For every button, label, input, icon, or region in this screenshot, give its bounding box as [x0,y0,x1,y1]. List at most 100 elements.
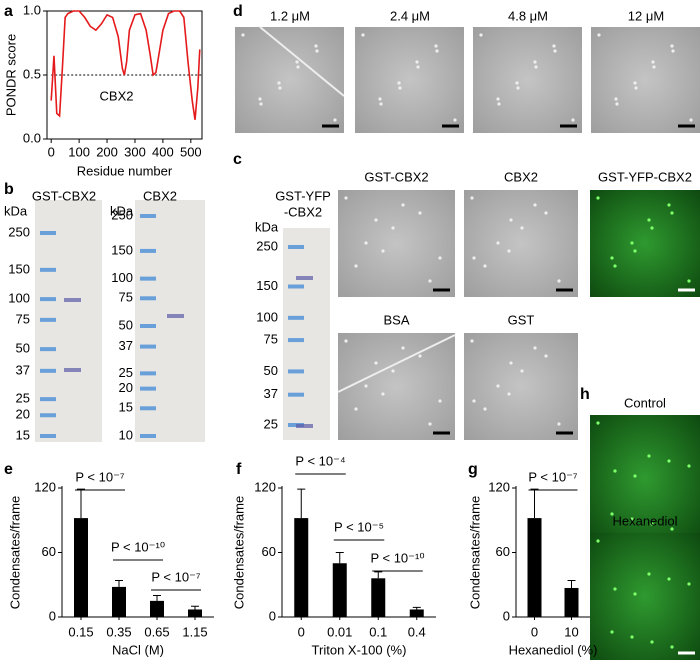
bar [527,518,542,617]
x-tick-label: 500 [180,144,202,159]
droplet [630,635,634,639]
error-bar [335,552,344,564]
y-tick-label: 120 [488,479,510,494]
error-bar [153,595,161,601]
droplet [557,422,561,426]
y-axis-label: Condensates/frame [231,496,246,609]
marker-label: 20 [119,380,133,395]
droplet [667,203,671,207]
panel-label: f [236,461,242,478]
droplet [496,97,500,101]
droplet [277,81,281,85]
ladder-band [288,315,304,320]
marker-label: 25 [119,365,133,380]
droplet [374,218,378,222]
sample-label: GST-YFP-CBX2 [598,169,692,184]
micrograph [590,190,700,297]
ladder-band [40,397,56,402]
droplet [650,226,654,230]
droplet [278,86,282,90]
droplet [415,60,419,64]
droplet [553,49,557,53]
x-tick-label: 0 [48,144,55,159]
droplet [258,97,262,101]
marker-label: 150 [256,278,278,293]
panel-label: c [233,151,242,168]
droplet [614,97,618,101]
protein-band [64,298,81,302]
ladder-band [40,317,56,322]
y-tick-label: 0.5 [23,66,41,81]
unit-label: kDa [110,203,134,218]
ladder-band [140,344,156,349]
p-value: P < 10⁻⁷ [75,469,125,484]
droplet [259,102,263,106]
droplet [470,196,474,200]
p-value: P < 10⁻⁴ [295,453,345,468]
gel-title: -CBX2 [284,204,322,219]
droplet [633,81,637,85]
x-tick-label: 200 [96,144,118,159]
droplet [428,279,432,283]
droplet [671,49,675,53]
ladder-band [40,434,56,438]
concentration-label: 2.4 μM [390,8,430,23]
error-bar [191,605,199,610]
error-bar [412,606,421,610]
droplet [416,65,420,69]
droplet [479,33,483,37]
droplet [647,572,651,576]
micrograph [591,27,700,133]
droplet [610,630,614,634]
droplet [552,44,556,48]
droplet [689,118,693,122]
droplet [520,369,524,373]
droplet [516,86,520,90]
y-tick-label: 1.0 [23,2,41,17]
marker-label: 37 [16,362,30,377]
droplet [435,49,439,53]
x-tick-label: 0.1 [369,624,387,639]
concentration-label: 12 μM [628,8,664,23]
droplet [483,264,487,268]
droplet [379,102,383,106]
droplet [610,256,614,260]
droplet [630,241,634,245]
x-axis-label: Hexanediol (%) [509,642,598,657]
droplet [687,464,691,468]
droplet [295,60,299,64]
x-tick-label: 10 [564,624,578,639]
micrograph [464,333,578,440]
x-tick-label: 1.15 [182,624,207,639]
x-tick-label: 100 [68,144,90,159]
sample-label: GST-CBX2 [364,169,428,184]
droplet [544,211,548,215]
error-bar [374,571,383,579]
p-value: P < 10⁻⁵ [334,519,384,534]
droplet [507,392,511,396]
droplet [613,587,617,591]
marker-label: 37 [119,338,133,353]
marker-label: 50 [119,317,133,332]
x-tick-label: 0.15 [68,624,93,639]
marker-label: 100 [8,291,30,306]
droplet [296,65,300,69]
unit-label: kDa [4,203,28,218]
droplet [381,392,385,396]
ladder-band [40,347,56,352]
ladder-band [140,276,156,281]
droplet [670,44,674,48]
panel-label: d [233,3,243,20]
y-tick-label: 60 [262,544,276,559]
y-tick-label: 60 [496,544,510,559]
error-bar [115,579,123,587]
protein-band [296,424,313,428]
unit-label: kDa [255,219,279,234]
droplet [613,264,617,268]
micrograph [235,27,344,133]
droplet [483,407,487,411]
gel [135,200,205,442]
droplet [391,226,395,230]
bar [409,609,424,617]
